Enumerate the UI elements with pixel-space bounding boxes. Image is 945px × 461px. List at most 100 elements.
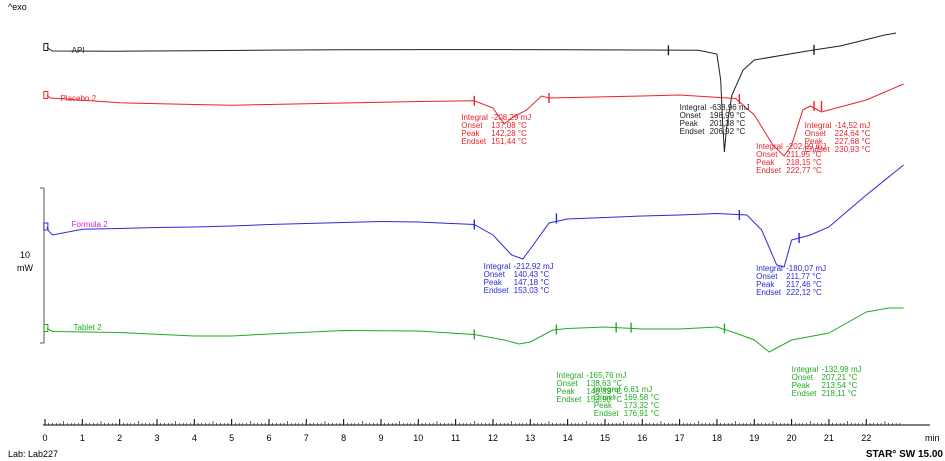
annotation-value: 218,11 °C xyxy=(822,389,857,398)
annotation-key: Endset xyxy=(792,389,818,398)
annotation-key: Peak xyxy=(756,280,775,289)
x-tick-label: 11 xyxy=(451,433,460,443)
series-layer: API Placebo 2 Formula 2 Tablet 2 xyxy=(43,32,904,353)
annotation-key: Integral xyxy=(792,365,819,374)
annotation-key: Integral xyxy=(805,121,832,130)
annotation-key: Integral xyxy=(556,371,583,380)
annotation-value: 147,18 °C xyxy=(514,278,550,287)
annotation-key: Onset xyxy=(461,121,483,130)
annotation-value: 211,77 °C xyxy=(786,272,821,281)
series-start-marker xyxy=(43,43,49,51)
x-tick-label: 12 xyxy=(488,433,498,443)
annotation-key: Onset xyxy=(680,111,702,120)
annotation-value: -212,92 mJ xyxy=(514,262,554,271)
x-tick-label: 8 xyxy=(341,433,346,443)
peak-annotation: Integral -202,09 mJ Onset 211,95 °C Peak 218,… xyxy=(756,142,826,175)
annotation-value: 206,92 °C xyxy=(710,127,746,136)
annotation-key: Endset xyxy=(484,286,510,295)
annotation-key: Peak xyxy=(805,137,824,146)
annotation-value: 230,93 °C xyxy=(835,145,871,154)
x-tick-label: 14 xyxy=(563,433,573,443)
x-tick-label: 7 xyxy=(304,433,309,443)
annotation-key: Integral xyxy=(680,103,707,112)
annotation-value: 198,99 °C xyxy=(710,111,746,120)
series-start-marker xyxy=(43,324,49,332)
scale-bar: 10 mW xyxy=(17,187,45,344)
annotation-key: Onset xyxy=(805,129,827,138)
scale-bar-unit: mW xyxy=(17,263,33,273)
x-tick-label: 19 xyxy=(749,433,759,443)
series-line xyxy=(46,164,904,268)
x-axis: min 0 1 2 3 4 5 6 7 8 9 10 11 12 13 14 15 16 17 18 19 20 21 22 xyxy=(42,419,940,443)
series-api: API xyxy=(43,32,897,153)
series-start-marker xyxy=(43,222,49,231)
annotation-value: 224,64 °C xyxy=(835,129,871,138)
exo-direction-label: ^exo xyxy=(8,2,27,12)
series-label: Tablet 2 xyxy=(74,323,103,332)
x-tick-label: 17 xyxy=(675,433,685,443)
x-tick-label: 2 xyxy=(117,433,122,443)
annotation-value: -132,98 mJ xyxy=(822,365,862,374)
annotation-value: -165,76 mJ xyxy=(586,371,626,380)
annotation-key: Onset xyxy=(756,150,778,159)
series-line xyxy=(46,83,904,157)
series-line xyxy=(46,32,897,153)
annotation-value: 207,21 °C xyxy=(822,373,858,382)
annotation-value: -202,09 mJ xyxy=(786,142,826,151)
annotation-value: 169,58 °C xyxy=(624,393,660,402)
annotation-value: 153,03 °C xyxy=(514,286,550,295)
annotation-key: Endset xyxy=(461,137,487,146)
annotation-key: Integral xyxy=(484,262,511,271)
annotation-value: 222,77 °C xyxy=(786,166,822,175)
series-label: API xyxy=(72,46,85,55)
x-tick-label: 22 xyxy=(861,433,871,443)
annotation-key: Peak xyxy=(594,401,613,410)
x-tick-label: 21 xyxy=(824,433,834,443)
scale-bar-value: 10 xyxy=(20,250,30,260)
annotation-key: Peak xyxy=(680,119,699,128)
annotation-key: Integral xyxy=(594,385,621,394)
annotation-value: 173,32 °C xyxy=(624,401,660,410)
annotation-value: 211,95 °C xyxy=(786,150,821,159)
annotation-value: 6,61 mJ xyxy=(624,385,652,394)
x-axis-unit-label: min xyxy=(925,433,940,443)
annotation-key: Peak xyxy=(792,381,811,390)
series-tablet-2: Tablet 2 xyxy=(43,307,904,353)
annotation-key: Endset xyxy=(594,409,620,418)
annotation-key: Integral xyxy=(756,264,783,273)
series-start-marker xyxy=(43,91,49,99)
annotation-value: 222,12 °C xyxy=(786,288,822,297)
x-tick-label: 9 xyxy=(378,433,383,443)
peak-annotation: Integral -132,98 mJ Onset 207,21 °C Peak 213,… xyxy=(792,365,862,398)
x-tick-label: 6 xyxy=(266,433,271,443)
peak-annotation: Integral -14,52 mJ Onset 224,64 °C Peak 227,6… xyxy=(805,121,871,154)
annotation-value: 142,28 °C xyxy=(491,129,527,138)
x-tick-label: 3 xyxy=(154,433,159,443)
annotation-value: 148,33 °C xyxy=(586,387,622,396)
annotation-value: 176,91 °C xyxy=(624,409,660,418)
annotation-value: 153,90 °C xyxy=(586,395,622,404)
annotation-key: Onset xyxy=(556,379,578,388)
x-tick-label: 0 xyxy=(42,433,47,443)
x-tick-label: 15 xyxy=(600,433,610,443)
x-tick-label: 1 xyxy=(80,433,85,443)
annotation-value: 213,54 °C xyxy=(822,381,858,390)
peak-annotation: Integral -212,92 mJ Onset 140,43 °C Peak 147,… xyxy=(484,262,554,295)
annotation-value: 217,46 °C xyxy=(786,280,822,289)
footer-lab-label: Lab: Lab227 xyxy=(8,449,58,459)
footer-software-label: STAR° SW 15.00 xyxy=(866,449,944,460)
annotation-key: Endset xyxy=(805,145,831,154)
annotation-key: Endset xyxy=(680,127,706,136)
annotation-key: Onset xyxy=(484,270,506,279)
annotation-value: 201,38 °C xyxy=(710,119,746,128)
annotation-key: Integral xyxy=(756,142,783,151)
peak-annotation: Integral -638,96 mJ Onset 198,99 °C Peak 201,… xyxy=(680,103,750,136)
series-label: Placebo 2 xyxy=(60,94,96,103)
annotation-value: 137,08 °C xyxy=(491,121,527,130)
peak-annotation: Integral -208,29 mJ Onset 137,08 °C Peak 142,… xyxy=(461,113,531,146)
annotation-value: 218,15 °C xyxy=(786,158,822,167)
annotation-key: Onset xyxy=(756,272,778,281)
annotation-value: -14,52 mJ xyxy=(835,121,871,130)
